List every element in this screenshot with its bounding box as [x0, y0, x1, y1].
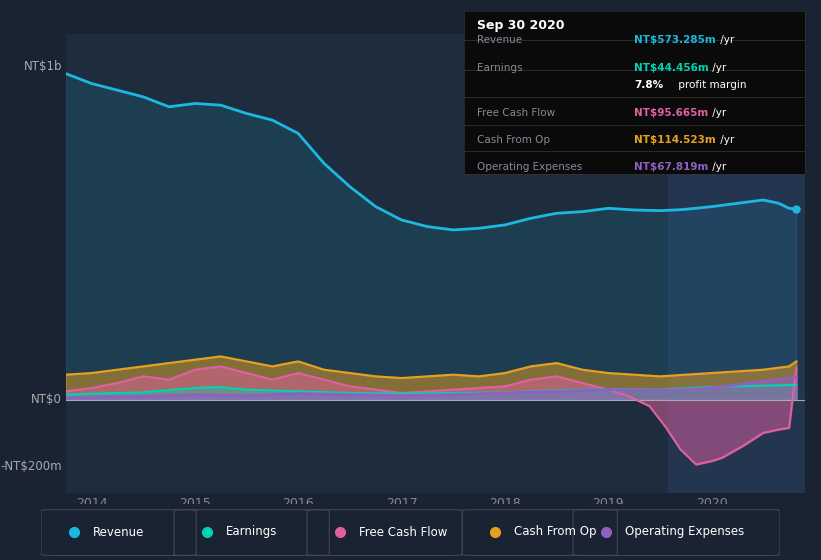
Text: Cash From Op: Cash From Op	[514, 525, 596, 539]
Text: -NT$200m: -NT$200m	[0, 460, 62, 473]
Text: Revenue: Revenue	[478, 35, 523, 45]
Text: NT$114.523m: NT$114.523m	[635, 135, 716, 145]
Text: NT$573.285m: NT$573.285m	[635, 35, 716, 45]
Text: NT$95.665m: NT$95.665m	[635, 108, 709, 118]
Text: NT$67.819m: NT$67.819m	[635, 162, 709, 172]
Text: Free Cash Flow: Free Cash Flow	[478, 108, 556, 118]
Text: /yr: /yr	[709, 162, 727, 172]
Text: Revenue: Revenue	[93, 525, 144, 539]
Text: /yr: /yr	[717, 135, 734, 145]
Text: Operating Expenses: Operating Expenses	[625, 525, 744, 539]
Text: /yr: /yr	[717, 35, 734, 45]
Text: /yr: /yr	[709, 63, 727, 73]
Bar	[668, 34, 805, 493]
Text: profit margin: profit margin	[675, 80, 746, 90]
Text: Operating Expenses: Operating Expenses	[478, 162, 583, 172]
Text: 7.8%: 7.8%	[635, 80, 663, 90]
Text: Earnings: Earnings	[478, 63, 523, 73]
Text: Free Cash Flow: Free Cash Flow	[359, 525, 447, 539]
Text: Cash From Op: Cash From Op	[478, 135, 551, 145]
Text: NT$1b: NT$1b	[24, 60, 62, 73]
Text: NT$0: NT$0	[31, 393, 62, 406]
Text: NT$44.456m: NT$44.456m	[635, 63, 709, 73]
Text: Earnings: Earnings	[226, 525, 277, 539]
Text: /yr: /yr	[709, 108, 727, 118]
Text: Sep 30 2020: Sep 30 2020	[478, 20, 565, 32]
